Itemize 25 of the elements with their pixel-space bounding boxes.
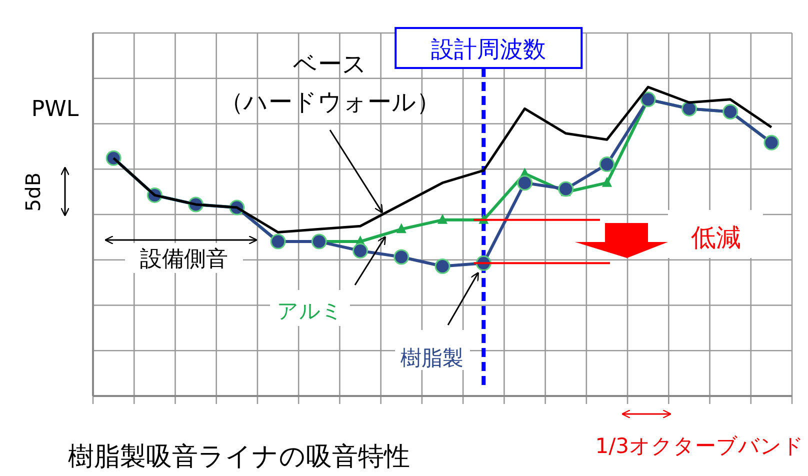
label-series: アルミ	[270, 290, 350, 326]
point	[270, 234, 286, 250]
point	[681, 100, 697, 116]
annotation: 5dB	[20, 150, 90, 230]
point	[438, 214, 448, 224]
point	[764, 134, 780, 150]
text: 樹脂製吸音ライナの吸音特性	[68, 442, 410, 472]
annotation: 低減	[691, 223, 741, 252]
point	[602, 176, 612, 187]
annotation: 設備側音	[104, 235, 258, 273]
point	[311, 234, 327, 250]
point	[516, 175, 532, 191]
point	[722, 104, 738, 120]
annotation: 低減	[474, 210, 763, 264]
point	[434, 258, 450, 274]
point	[599, 156, 615, 172]
point	[394, 249, 410, 265]
point	[352, 243, 368, 259]
annotation: 設備側音	[140, 247, 228, 272]
point	[640, 92, 656, 108]
point	[396, 223, 406, 234]
annotation: 1/3オクターブバンド	[595, 409, 804, 458]
point	[558, 181, 574, 197]
y-axis-title: PWL	[31, 97, 80, 122]
label-series: 樹脂製	[395, 330, 470, 370]
